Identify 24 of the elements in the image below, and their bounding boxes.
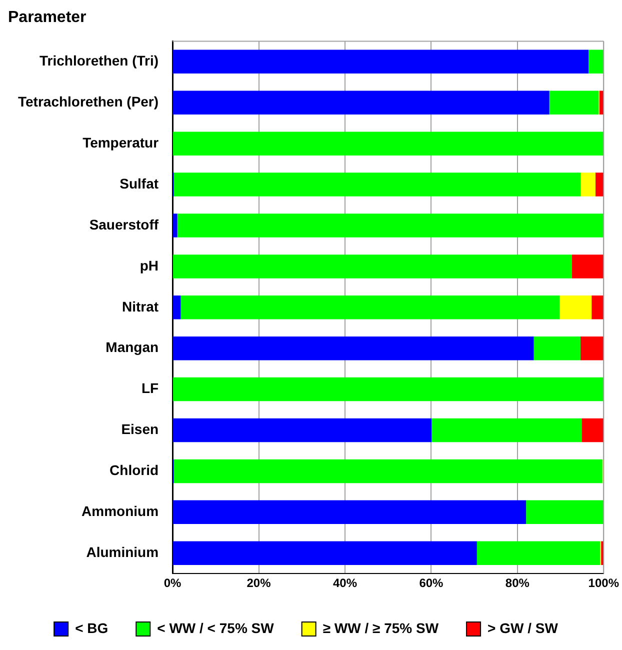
y-tick-label: Temperatur	[82, 134, 160, 150]
y-tick-label: LF	[141, 380, 159, 396]
x-tick-label: 80%	[505, 576, 530, 590]
y-tick-label: Chlorid	[110, 462, 159, 478]
y-tick-label: Nitrat	[122, 298, 159, 314]
x-tick-label: 60%	[419, 576, 444, 590]
y-tick-label: pH	[140, 257, 159, 274]
legend-label: > GW / SW	[488, 620, 559, 636]
y-tick-label: Sulfat	[120, 175, 159, 192]
y-tick-label: Mangan	[106, 339, 159, 356]
y-tick-label: Sauerstoff	[89, 216, 159, 232]
x-tick-label: 100%	[588, 576, 620, 590]
y-tick-label: Eisen	[121, 421, 159, 438]
x-tick-label: 20%	[246, 576, 272, 590]
y-tick-label: Aluminium	[86, 544, 159, 560]
legend-label: < WW / < 75% SW	[157, 620, 275, 636]
y-tick-label: Ammonium	[82, 503, 159, 520]
chart-title: Parameter	[8, 9, 86, 26]
legend-label: < BG	[75, 620, 108, 636]
x-tick-label: 40%	[332, 576, 358, 590]
y-tick-label: Tetrachlorethen (Per)	[18, 93, 159, 110]
y-tick-label: Trichlorethen (Tri)	[40, 52, 159, 69]
x-tick-label: 0%	[164, 576, 182, 590]
legend-label: ≥ WW / ≥ 75% SW	[322, 620, 440, 636]
